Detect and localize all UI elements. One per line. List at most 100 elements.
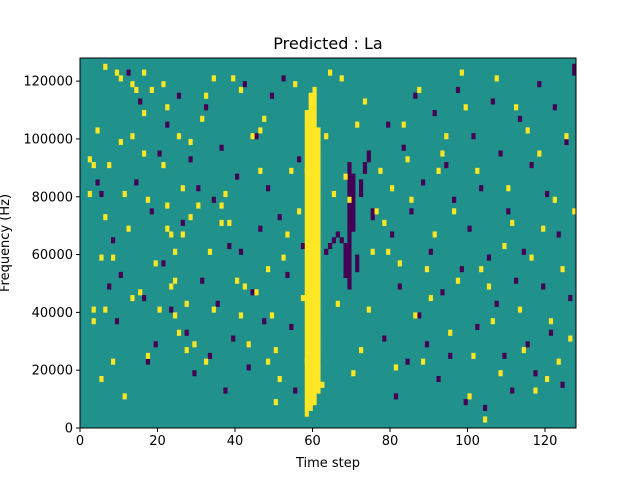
heatmap-cell-high: [266, 358, 271, 365]
heatmap-cell-low: [347, 225, 352, 232]
heatmap-cell-high: [316, 295, 321, 302]
heatmap-cell-high: [506, 185, 511, 192]
heatmap-cell-high: [145, 196, 151, 203]
y-tick-label: 120000: [23, 75, 73, 90]
heatmap-cell-high: [312, 185, 317, 192]
heatmap-cell-low: [347, 214, 352, 221]
heatmap-cell-high: [273, 399, 278, 406]
heatmap-cell-high: [343, 173, 348, 180]
heatmap-cell-high: [87, 156, 92, 163]
heatmap-cell-high: [308, 231, 313, 238]
heatmap-cell-low: [95, 179, 100, 186]
heatmap-cell-high: [149, 86, 154, 93]
heatmap-cell-high: [452, 208, 457, 215]
heatmap-cell-high: [196, 202, 201, 209]
heatmap-cell-low: [300, 243, 306, 250]
heatmap-cell-high: [490, 318, 495, 325]
heatmap-cell-high: [304, 393, 309, 400]
heatmap-cell-high: [316, 318, 321, 325]
heatmap-cell-high: [572, 208, 577, 215]
heatmap-cell-high: [304, 138, 309, 146]
heatmap-cell-low: [153, 341, 158, 348]
heatmap-cell-high: [262, 115, 267, 122]
heatmap-cell-high: [312, 127, 317, 134]
heatmap-cell-high: [304, 110, 309, 117]
heatmap-cell-high: [297, 208, 302, 215]
heatmap-cell-high: [320, 381, 325, 388]
heatmap-cell-high: [130, 133, 135, 140]
heatmap-cell-high: [308, 121, 313, 128]
heatmap-cell-low: [355, 254, 360, 261]
heatmap-cell-low: [343, 271, 348, 278]
heatmap-cell-low: [413, 92, 418, 99]
heatmap-cell-high: [304, 329, 309, 336]
heatmap-cell-low: [486, 254, 492, 261]
heatmap-cell-high: [304, 358, 309, 365]
heatmap-cell-high: [564, 133, 569, 140]
heatmap-cell-high: [304, 387, 309, 394]
heatmap-cell-high: [316, 138, 321, 146]
heatmap-cell-low: [161, 260, 166, 267]
heatmap-cell-low: [114, 318, 120, 325]
heatmap-cell-high: [308, 295, 313, 302]
heatmap-cell-high: [304, 399, 309, 406]
heatmap-cell-high: [103, 63, 108, 70]
heatmap-cell-low: [351, 225, 356, 232]
heatmap-cell-high: [308, 289, 313, 296]
heatmap-cell-low: [339, 237, 344, 244]
heatmap-cell-high: [308, 283, 313, 290]
heatmap-cell-low: [134, 179, 139, 186]
heatmap-cell-high: [308, 260, 313, 267]
x-tick-label: 80: [382, 434, 399, 449]
heatmap-cell-high: [308, 127, 313, 134]
heatmap-cell-high: [238, 312, 244, 319]
heatmap-cell-low: [351, 185, 356, 192]
x-tick-label: 120: [533, 434, 558, 449]
heatmap-cell-high: [273, 347, 278, 354]
heatmap-cell-low: [490, 98, 495, 105]
heatmap-cell-high: [312, 115, 317, 122]
heatmap-cell-high: [316, 231, 321, 238]
heatmap-cell-low: [269, 92, 275, 99]
heatmap-cell-high: [370, 248, 375, 255]
heatmap-cell-high: [312, 375, 317, 383]
heatmap-cell-high: [312, 179, 317, 186]
heatmap-cell-high: [304, 162, 309, 169]
heatmap-cell-high: [184, 300, 189, 307]
heatmap-cell-low: [347, 260, 352, 267]
heatmap-cell-high: [304, 306, 309, 313]
heatmap-cell-high: [308, 104, 313, 111]
heatmap-cell-high: [448, 329, 453, 336]
heatmap-cell-high: [308, 144, 313, 151]
heatmap-cell-low: [293, 387, 298, 394]
heatmap-cell-high: [312, 254, 317, 261]
heatmap-cell-low: [424, 341, 430, 348]
heatmap-cell-high: [91, 318, 96, 325]
heatmap-cell-low: [483, 404, 488, 411]
heatmap-cell-high: [308, 318, 313, 325]
heatmap-cell-high: [300, 295, 306, 302]
heatmap-cell-high: [545, 375, 550, 383]
heatmap-cell-high: [304, 248, 309, 255]
heatmap-cell-high: [308, 196, 313, 203]
heatmap-cell-low: [366, 150, 371, 157]
heatmap-cell-low: [254, 133, 259, 140]
heatmap-cell-low: [510, 387, 515, 394]
heatmap-cell-high: [308, 219, 313, 226]
heatmap-cell-high: [165, 225, 170, 232]
heatmap-cell-high: [510, 219, 515, 226]
heatmap-cell-low: [502, 352, 507, 359]
heatmap-cell-high: [308, 393, 313, 400]
heatmap-cell-high: [173, 312, 178, 319]
heatmap-cell-low: [351, 179, 356, 186]
heatmap-cell-high: [304, 254, 309, 261]
heatmap-cell-low: [165, 121, 170, 128]
heatmap-cell-high: [238, 86, 244, 93]
heatmap-cell-low: [409, 208, 414, 215]
heatmap-cell-high: [304, 219, 309, 226]
heatmap-cell-high: [304, 237, 309, 244]
heatmap-cell-high: [87, 190, 92, 198]
heatmap-cell-low: [145, 358, 151, 365]
heatmap-cell-low: [351, 219, 356, 226]
